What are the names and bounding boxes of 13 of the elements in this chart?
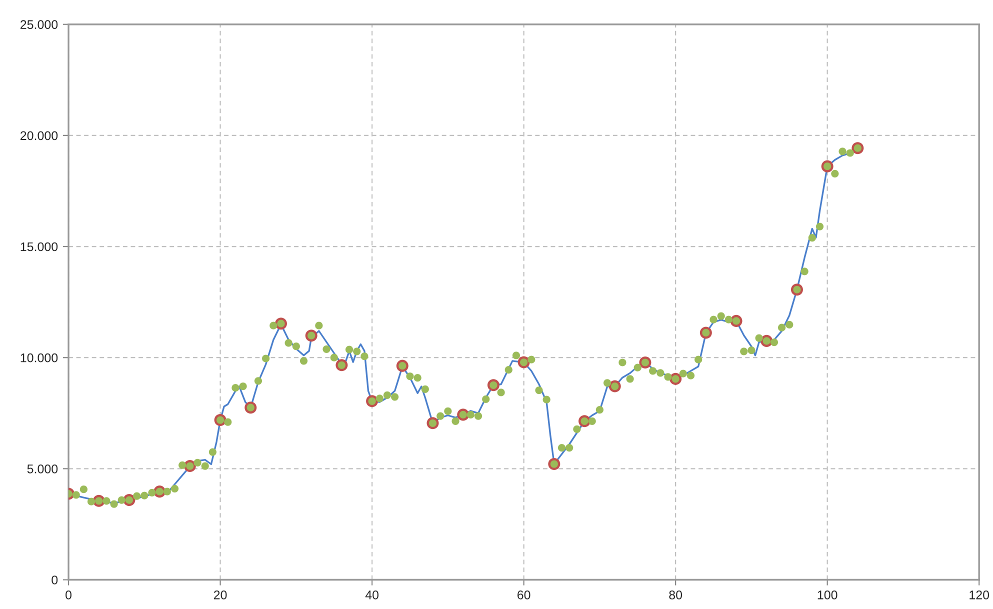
y-tick-label: 10.000 [20,353,58,362]
y-tick-label: 15.000 [20,242,58,252]
y-tick-label: 0 [52,576,58,584]
x-tick-label: 120 [970,590,990,600]
y-tick-label: 25.000 [20,20,58,30]
y-tick-label: 5.000 [27,464,58,474]
x-tick-label: 60 [517,590,530,600]
y-tick-label: 20.000 [20,131,58,140]
x-tick-label: 0 [66,590,72,600]
x-tick-label: 40 [365,590,379,600]
x-tick-label: 20 [214,590,227,600]
x-tick-label: 100 [818,590,838,600]
x-tick-label: 80 [669,590,682,600]
